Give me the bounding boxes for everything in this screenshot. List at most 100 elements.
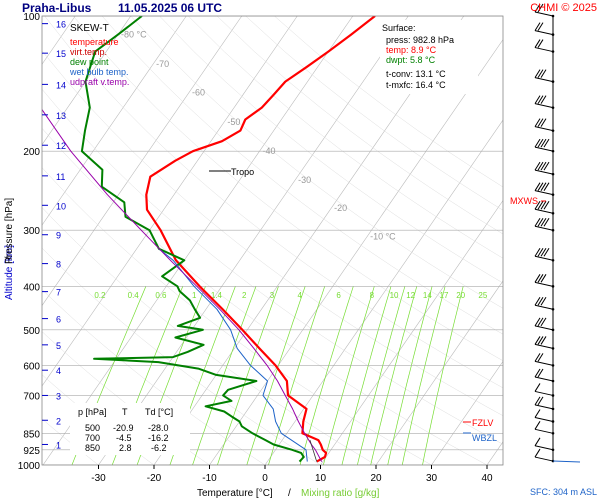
x-axis-label-temperature: Temperature [°C] — [197, 488, 273, 499]
legend-title: SKEW-T — [70, 23, 109, 34]
datetime-title: 11.05.2025 06 UTC — [118, 1, 222, 15]
wind-barb-flag — [534, 336, 541, 345]
altitude-tick-label: 2 — [56, 416, 61, 426]
series-wet-bulb-temp-line — [158, 248, 308, 462]
wind-barb-flag — [534, 118, 541, 127]
station-title: Praha-Libus — [22, 1, 92, 15]
altitude-tick-label: 16 — [56, 20, 66, 30]
wind-barb-staff — [534, 343, 554, 349]
x-tick-label: -20 — [147, 473, 162, 484]
wind-point — [551, 407, 555, 411]
axis-ticks: -30 -20 -10 0 10 20 30 401002003004005006007008… — [18, 12, 504, 484]
wind-point — [551, 193, 555, 196]
wind-barb-flag — [540, 69, 547, 78]
sfc-label: SFC: 304 m ASL — [530, 487, 597, 497]
isotherm-label: -40 — [263, 146, 276, 156]
wind-barb-staff — [534, 126, 554, 132]
y-axis-label-altitude: Altitude [km] — [4, 245, 15, 300]
wind-barb-flag — [543, 217, 550, 227]
wind-point — [551, 228, 555, 232]
wind-barb-staff — [534, 30, 554, 36]
wind-barb-flag — [534, 421, 541, 430]
isotherm-line — [42, 16, 187, 226]
wind-barb-staff — [534, 169, 554, 175]
wind-barb-flag — [534, 353, 541, 362]
altitude-tick-label: 8 — [56, 260, 61, 270]
pressure-tick-label: 600 — [23, 361, 40, 372]
table-row-500-td: -28.0 — [148, 423, 169, 433]
surface-press: press: 982.8 hPa — [386, 35, 454, 45]
altitude-tick-label: 13 — [56, 111, 66, 121]
wind-profile — [534, 3, 581, 463]
wind-barb-flag — [537, 3, 544, 13]
wind-barb-flag — [537, 95, 544, 104]
x-tick-label: 0 — [262, 473, 268, 484]
wind-barb-flag — [534, 161, 541, 171]
wind-barb-staff — [534, 428, 554, 434]
isotherm-line — [42, 16, 132, 146]
wind-barb-flag — [540, 217, 547, 227]
dry-adiabat-line — [101, 16, 503, 335]
wind-barb-staff — [534, 456, 554, 462]
tropopause-label: Tropo — [231, 167, 254, 177]
dry-adiabat-line — [188, 16, 503, 259]
wind-point — [551, 106, 555, 109]
series-temperature-line — [145, 16, 376, 463]
x-axis-separator: / — [288, 488, 291, 499]
mixing-ratio-label: 17 — [440, 291, 449, 300]
wind-point — [551, 394, 555, 397]
legend-wet-bulb: wet bulb temp. — [69, 67, 129, 77]
wind-barb-flag — [537, 69, 544, 78]
wind-barb-flag — [537, 22, 544, 31]
dry-adiabat-line — [245, 16, 503, 211]
isotherm-label: -80 °C — [121, 30, 147, 40]
legend-dew-point: dew point — [70, 57, 109, 67]
isotherm-line — [431, 360, 503, 465]
legend-updraft: udpraft v.temp. — [70, 77, 129, 87]
wind-point — [551, 172, 555, 176]
isotherm-label: -50 — [227, 117, 240, 127]
wind-barb-flag — [534, 39, 541, 48]
dry-adiabat-line — [159, 16, 503, 284]
isotherm-label: -10 °C — [370, 232, 396, 242]
wind-barb-flag — [543, 161, 550, 171]
wind-barb-flag — [534, 248, 541, 257]
wind-barb-flag — [537, 39, 544, 48]
wind-point — [551, 307, 555, 311]
wind-barb-flag — [534, 448, 541, 458]
mixing-ratio-label: 25 — [478, 291, 487, 300]
table-row-850-p: 850 — [85, 443, 100, 453]
y-axis-separator: / — [4, 256, 15, 259]
mixing-ratio-label: 6 — [336, 291, 341, 300]
wind-point — [551, 285, 555, 288]
y-axis-label-pressure: Pressure [hPa] — [4, 198, 15, 264]
wind-point — [551, 379, 555, 383]
wind-point — [551, 33, 555, 36]
wind-barb-flag — [540, 274, 547, 283]
wind-barb-flag — [537, 182, 544, 191]
x-tick-label: 40 — [481, 473, 493, 484]
wind-barb-staff — [534, 225, 554, 231]
altitude-tick-label: 12 — [56, 141, 66, 151]
altitude-tick-label: 7 — [56, 288, 61, 298]
mixing-ratio-label: 3 — [270, 291, 275, 300]
surface-wind-marker — [552, 460, 581, 463]
mixing-ratio-label: 0.2 — [94, 291, 106, 300]
wind-barb-staff — [534, 390, 554, 396]
pressure-tick-label: 200 — [23, 147, 40, 158]
wind-barb-flag — [540, 248, 547, 257]
isotherm-label: -60 — [192, 87, 205, 97]
wind-barb-flag — [543, 138, 550, 148]
wind-barb-staff — [534, 103, 554, 109]
wind-barb-flag — [540, 200, 547, 210]
wind-barb-flag — [537, 248, 544, 257]
altitude-tick-label: 10 — [56, 201, 66, 211]
wind-barb-staff — [534, 190, 554, 196]
wind-barb-staff — [534, 77, 554, 83]
wind-barb-staff — [534, 304, 554, 310]
plot-frame — [41, 15, 504, 466]
grid-lines: -80 °C -70 -60 -50 -40 -30 -20 -10 °C 0.2 0.4 0.6 1… — [42, 16, 503, 465]
wind-barb-flag — [537, 368, 544, 378]
pressure-tick-label: 300 — [23, 226, 40, 237]
wind-barb-flag — [543, 248, 550, 257]
